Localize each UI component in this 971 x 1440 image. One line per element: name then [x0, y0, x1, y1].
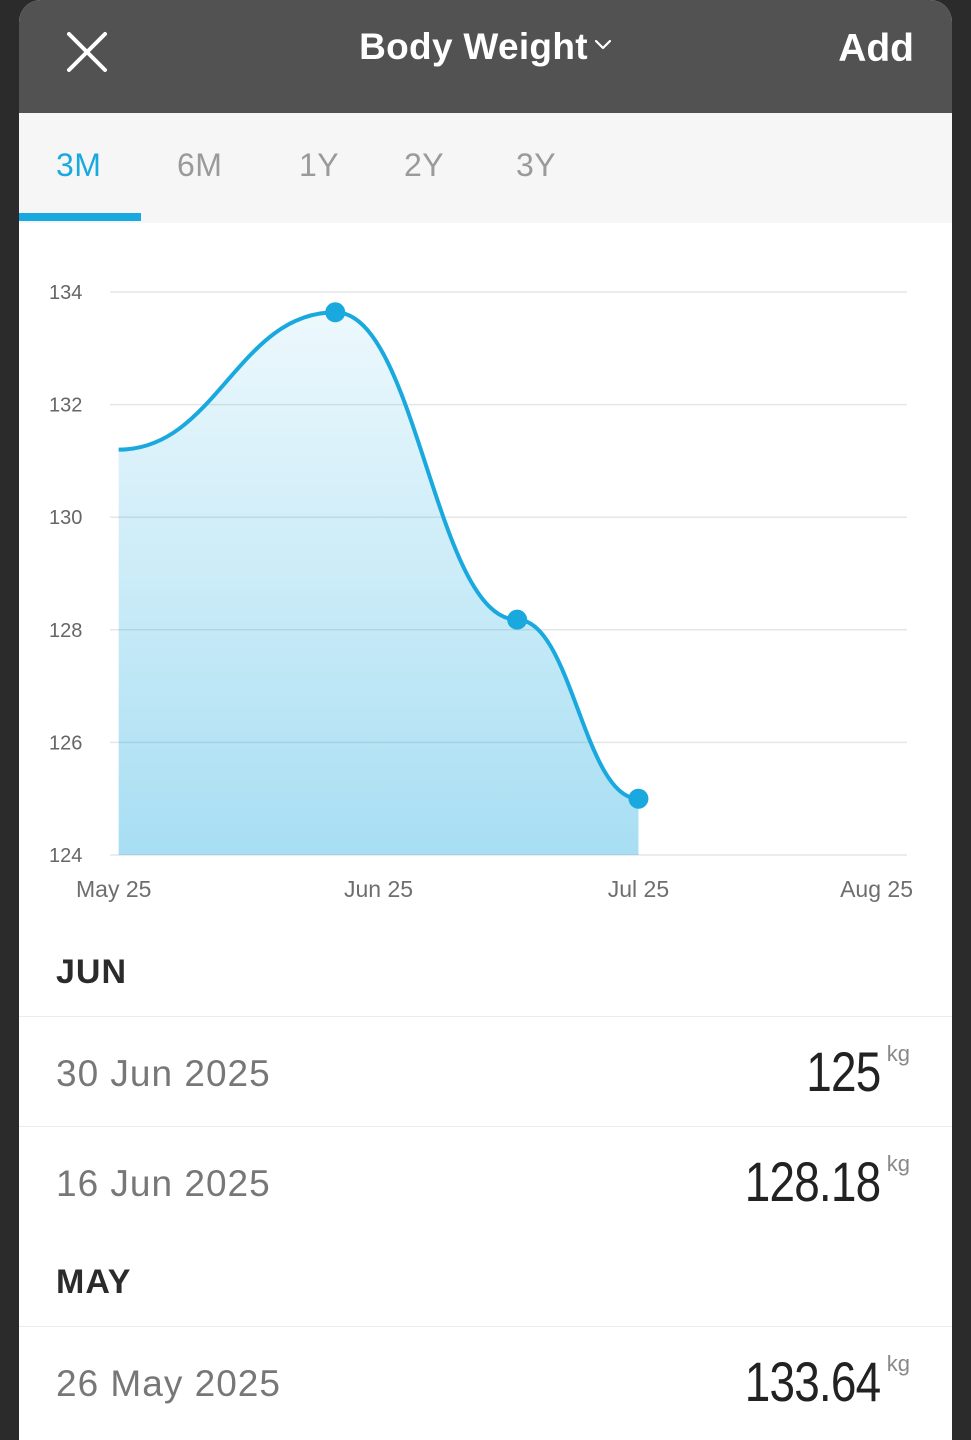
- data-point-marker[interactable]: [507, 609, 528, 630]
- y-tick-label: 124: [49, 845, 82, 867]
- x-tick-label: Aug 25: [840, 876, 913, 902]
- y-tick-label: 130: [49, 507, 82, 529]
- tab-3y[interactable]: 3Y: [516, 147, 557, 183]
- tab-1y[interactable]: 1Y: [299, 147, 340, 183]
- y-tick-label: 128: [49, 620, 82, 642]
- range-tabs: 3M 6M 1Y 2Y 3Y: [19, 113, 952, 223]
- month-header-may: MAY: [56, 1263, 132, 1301]
- x-tick-label: Jul 25: [608, 876, 669, 902]
- active-tab-indicator: [19, 213, 141, 221]
- close-icon: [67, 32, 107, 72]
- header-bar: Body Weight Add: [19, 0, 952, 113]
- entry-unit: kg: [886, 1351, 910, 1376]
- entry-date: 30 Jun 2025: [56, 1053, 271, 1094]
- entry-unit: kg: [886, 1041, 910, 1066]
- body-weight-sheet: Body Weight Add 3M 6M 1Y 2Y 3Y 134 132 130…: [19, 0, 952, 1440]
- y-tick-label: 134: [49, 282, 82, 304]
- chart-series-line: [118, 310, 639, 801]
- entry-row[interactable]: 30 Jun 2025 125 kg: [19, 1016, 952, 1127]
- metric-selector[interactable]: Body Weight: [19, 26, 952, 68]
- entry-row[interactable]: 16 Jun 2025 128.18 kg: [19, 1126, 952, 1237]
- tab-3m[interactable]: 3M: [56, 147, 102, 183]
- x-tick-label: Jun 25: [344, 876, 413, 902]
- chevron-down-icon: [594, 18, 612, 60]
- entry-value: 125: [805, 1040, 881, 1103]
- weight-chart: 134 132 130 128 126 124 May 25 Jun 25 Jul 25 Aug…: [49, 282, 913, 902]
- entry-value: 128.18: [744, 1150, 880, 1213]
- entry-unit: kg: [886, 1151, 910, 1176]
- chart-area-fill: [118, 312, 639, 855]
- x-tick-label: May 25: [76, 876, 151, 902]
- close-button[interactable]: [63, 28, 111, 76]
- tab-2y[interactable]: 2Y: [404, 147, 445, 183]
- page-title: Body Weight: [359, 26, 588, 67]
- entry-date: 16 Jun 2025: [56, 1163, 271, 1204]
- y-tick-label: 126: [49, 732, 82, 754]
- data-point-marker[interactable]: [325, 302, 346, 323]
- entry-date: 26 May 2025: [56, 1363, 281, 1404]
- entry-value: 133.64: [744, 1350, 880, 1413]
- add-button[interactable]: Add: [838, 27, 914, 70]
- tab-6m[interactable]: 6M: [177, 147, 223, 183]
- entry-row[interactable]: 26 May 2025 133.64 kg: [19, 1326, 952, 1437]
- month-header-jun: JUN: [56, 953, 128, 991]
- data-point-marker[interactable]: [628, 788, 649, 809]
- y-tick-label: 132: [49, 395, 82, 417]
